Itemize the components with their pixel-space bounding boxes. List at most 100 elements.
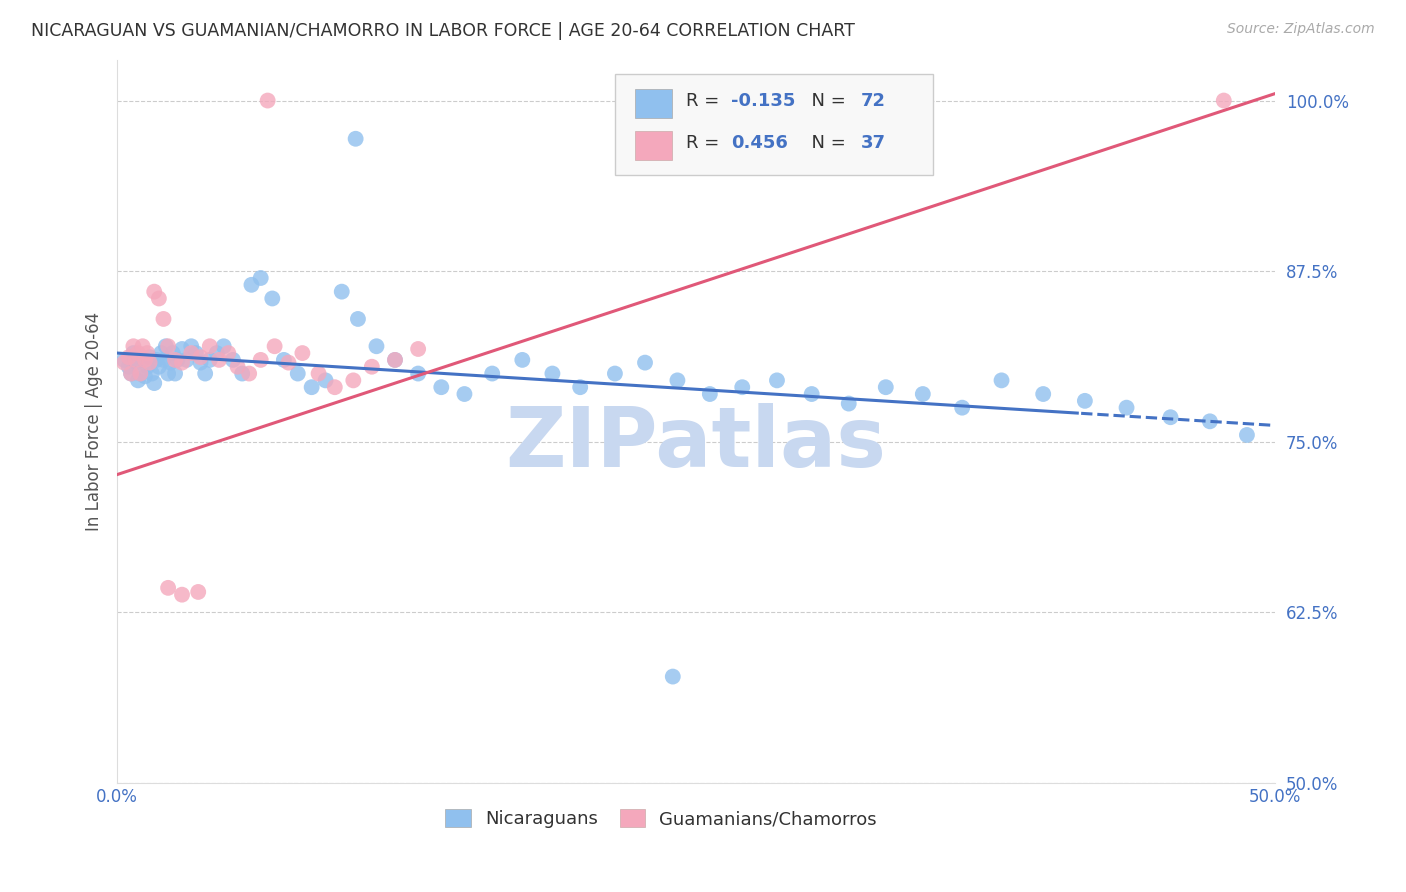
Point — [157, 339, 180, 353]
Point — [249, 352, 271, 367]
Point — [148, 292, 170, 306]
Text: 72: 72 — [860, 92, 886, 110]
Point — [263, 339, 285, 353]
Point — [125, 356, 148, 370]
Point — [143, 376, 166, 390]
Point — [180, 339, 202, 353]
Point — [342, 373, 364, 387]
Point — [184, 346, 207, 360]
Point — [212, 339, 235, 353]
Text: R =: R = — [686, 92, 724, 110]
Point — [120, 367, 142, 381]
Point — [150, 346, 173, 360]
Point — [134, 369, 156, 384]
Point — [384, 352, 406, 367]
Point — [138, 350, 160, 364]
Point — [838, 396, 860, 410]
Point — [291, 346, 314, 360]
Point — [273, 352, 295, 367]
Point — [134, 352, 156, 367]
Point — [238, 367, 260, 381]
Point — [190, 356, 212, 370]
Point — [766, 373, 789, 387]
Point — [699, 387, 721, 401]
Point — [277, 356, 299, 370]
Point — [136, 359, 159, 374]
Point — [360, 359, 382, 374]
Point — [731, 380, 754, 394]
Point — [129, 367, 152, 381]
Point — [162, 346, 184, 360]
Point — [176, 352, 198, 367]
Point — [256, 94, 278, 108]
Point — [481, 367, 503, 381]
Text: NICARAGUAN VS GUAMANIAN/CHAMORRO IN LABOR FORCE | AGE 20-64 CORRELATION CHART: NICARAGUAN VS GUAMANIAN/CHAMORRO IN LABO… — [31, 22, 855, 40]
Point — [159, 356, 181, 370]
Text: N =: N = — [800, 134, 852, 152]
Point — [170, 356, 193, 370]
Point — [262, 292, 284, 306]
Point — [1032, 387, 1054, 401]
Point — [136, 346, 159, 360]
Point — [120, 367, 142, 381]
Point — [226, 359, 249, 374]
Point — [127, 373, 149, 387]
Bar — [634, 130, 672, 161]
Point — [453, 387, 475, 401]
Point — [875, 380, 897, 394]
Point — [187, 585, 209, 599]
Point — [131, 352, 153, 367]
Legend: Nicaraguans, Guamanians/Chamorros: Nicaraguans, Guamanians/Chamorros — [439, 802, 884, 836]
Text: N =: N = — [800, 92, 852, 110]
Point — [240, 277, 263, 292]
Point — [406, 367, 429, 381]
Text: 0.456: 0.456 — [731, 134, 787, 152]
Point — [541, 367, 564, 381]
Point — [231, 367, 253, 381]
Point — [603, 367, 626, 381]
Point — [1212, 94, 1234, 108]
Point — [131, 339, 153, 353]
Point — [1160, 410, 1182, 425]
Point — [1115, 401, 1137, 415]
Bar — [634, 88, 672, 119]
Point — [800, 387, 823, 401]
Point — [170, 588, 193, 602]
Point — [122, 346, 145, 360]
Point — [287, 367, 309, 381]
Point — [165, 352, 187, 367]
Point — [330, 285, 353, 299]
Point — [190, 350, 212, 364]
Point — [170, 342, 193, 356]
Y-axis label: In Labor Force | Age 20-64: In Labor Force | Age 20-64 — [86, 312, 103, 531]
Point — [950, 401, 973, 415]
Point — [155, 339, 177, 353]
Point — [990, 373, 1012, 387]
Point — [152, 312, 174, 326]
Point — [323, 380, 346, 394]
Point — [315, 373, 337, 387]
Point — [344, 132, 367, 146]
Point — [430, 380, 453, 394]
Point — [112, 356, 135, 370]
Point — [180, 346, 202, 360]
Point — [510, 352, 533, 367]
Point — [112, 352, 135, 367]
Point — [911, 387, 934, 401]
Text: 37: 37 — [860, 134, 886, 152]
Point — [634, 356, 657, 370]
Point — [165, 367, 187, 381]
Point — [118, 350, 141, 364]
Point — [1199, 414, 1222, 428]
Point — [157, 581, 180, 595]
Point — [198, 339, 221, 353]
Point — [166, 352, 188, 367]
Point — [384, 352, 406, 367]
Point — [1074, 393, 1097, 408]
Point — [308, 367, 330, 381]
Point — [157, 367, 180, 381]
Point — [366, 339, 388, 353]
Point — [122, 339, 145, 353]
Point — [662, 669, 685, 683]
Point — [118, 359, 141, 374]
